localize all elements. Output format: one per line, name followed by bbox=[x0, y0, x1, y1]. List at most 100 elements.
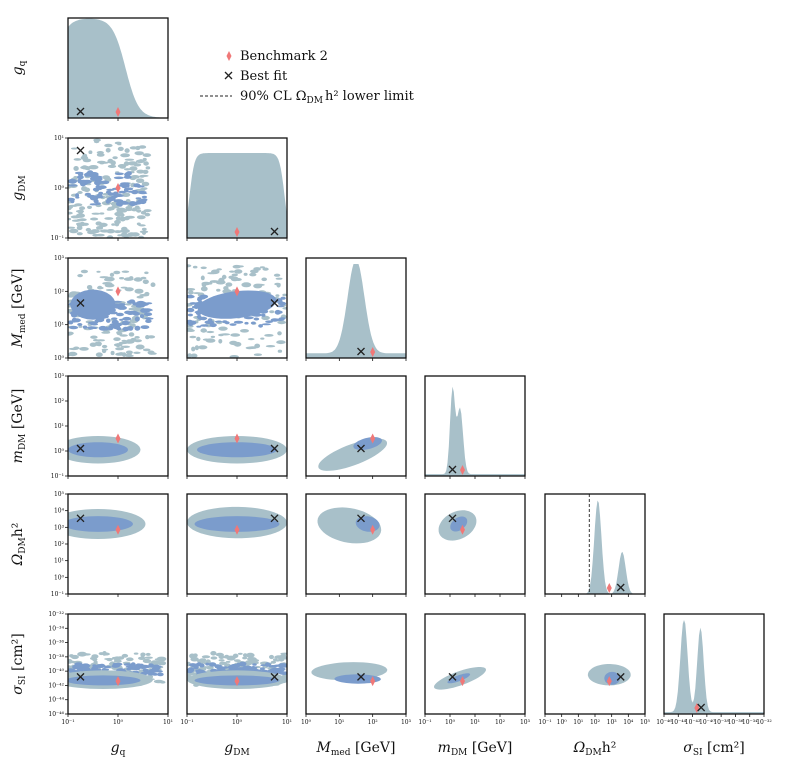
y-tick-label: 10³ bbox=[54, 255, 65, 262]
hatch-outer bbox=[215, 280, 226, 285]
ylabel-Omega: ΩDMh² bbox=[10, 523, 28, 567]
ylabel-gq: gq bbox=[10, 60, 28, 75]
panel-body bbox=[664, 620, 764, 714]
best-fit-stroke bbox=[616, 672, 625, 681]
hatch-inner bbox=[229, 668, 236, 671]
hatch-outer bbox=[68, 211, 73, 215]
y-tick-label: 10² bbox=[54, 541, 65, 548]
hatch-outer bbox=[253, 283, 263, 289]
hatch-outer bbox=[136, 222, 141, 226]
hatch-inner bbox=[197, 316, 208, 321]
hatch-outer bbox=[147, 335, 156, 339]
hatch-outer bbox=[145, 166, 151, 170]
hatch-outer bbox=[207, 272, 217, 275]
hatch-inner bbox=[129, 299, 135, 303]
hatch-outer bbox=[99, 276, 109, 279]
benchmark-marker bbox=[460, 465, 465, 475]
benchmark-marker bbox=[460, 676, 465, 687]
hatch-outer bbox=[187, 264, 192, 268]
hatch-outer bbox=[129, 276, 134, 280]
hatch-inner bbox=[122, 321, 131, 324]
hatch-outer bbox=[147, 350, 155, 355]
hatch-outer bbox=[125, 303, 132, 306]
hatch-inner bbox=[252, 663, 257, 666]
best-fit-marker bbox=[76, 672, 85, 681]
benchmark-marker bbox=[234, 227, 240, 237]
hatch-outer bbox=[129, 166, 138, 171]
hatch-outer bbox=[218, 654, 225, 660]
hatch-inner bbox=[134, 325, 141, 331]
panel-mDM bbox=[424, 375, 526, 479]
hatch-outer bbox=[134, 288, 144, 294]
panel-body bbox=[187, 153, 287, 238]
hatch-inner bbox=[95, 664, 106, 668]
hatch-outer bbox=[70, 654, 79, 660]
hatch-outer bbox=[92, 657, 98, 662]
panel-gDM bbox=[186, 137, 288, 241]
best-fit-marker bbox=[76, 444, 85, 453]
best-fit-marker bbox=[448, 672, 457, 681]
panel-Mmed bbox=[305, 257, 407, 361]
hatch-inner bbox=[75, 196, 80, 199]
hatch-inner bbox=[187, 669, 194, 674]
best-fit-stroke bbox=[697, 703, 706, 712]
hatch-inner bbox=[68, 320, 74, 325]
hatch-inner bbox=[140, 325, 150, 329]
xlabel-Mmed: Mmed [GeV] bbox=[316, 740, 396, 758]
hatch-outer bbox=[143, 161, 149, 166]
contour-inner bbox=[447, 673, 471, 684]
hatch-outer bbox=[117, 143, 122, 146]
best-fit-stroke bbox=[357, 347, 365, 356]
hatch-outer bbox=[142, 658, 152, 664]
hatch-inner bbox=[123, 187, 129, 193]
best-fit-marker bbox=[616, 583, 625, 592]
panel-frame bbox=[544, 613, 646, 715]
hatch-inner bbox=[224, 321, 230, 325]
hatch-outer bbox=[140, 652, 146, 658]
contour-inner bbox=[70, 289, 116, 320]
ylabel-mDM: mDM [GeV] bbox=[10, 389, 28, 464]
hatch-inner bbox=[196, 325, 202, 328]
hatch-outer bbox=[96, 153, 105, 157]
hatch-outer bbox=[80, 269, 88, 274]
hatch-outer bbox=[88, 150, 93, 154]
contour-inner bbox=[197, 442, 277, 458]
hatch-outer bbox=[138, 145, 147, 149]
y-tick-label: 10² bbox=[54, 398, 65, 405]
hatch-inner bbox=[87, 326, 95, 330]
y-tick-label: 10⁻³⁸ bbox=[48, 654, 64, 661]
hatch-inner bbox=[187, 307, 195, 313]
hatch-inner bbox=[144, 317, 154, 320]
panel-frame bbox=[424, 375, 526, 477]
hatch-outer bbox=[132, 207, 141, 210]
panel-body bbox=[587, 664, 631, 687]
best-fit-marker bbox=[270, 299, 279, 307]
y-tick-label: 10² bbox=[54, 288, 65, 295]
hatch-outer bbox=[187, 353, 192, 358]
hatch-outer bbox=[104, 143, 113, 148]
best-fit-stroke bbox=[76, 444, 85, 453]
hatch-inner bbox=[140, 303, 146, 308]
y-tick-label: 10⁻¹ bbox=[51, 473, 64, 480]
panel-body bbox=[434, 667, 486, 690]
hatch-inner bbox=[207, 318, 213, 322]
hatch-outer bbox=[87, 205, 92, 209]
hatch-outer bbox=[232, 341, 240, 346]
hatch-inner bbox=[189, 302, 197, 305]
panel-mDM-vs-gDM bbox=[186, 375, 288, 479]
hatch-outer bbox=[153, 679, 164, 684]
hatch-outer bbox=[240, 329, 249, 333]
hatch-inner bbox=[209, 323, 217, 328]
hatch-inner bbox=[205, 662, 210, 666]
hatch-outer bbox=[93, 339, 99, 342]
hatch-outer bbox=[125, 350, 133, 355]
hatch-inner bbox=[126, 667, 131, 671]
hatch-inner bbox=[199, 663, 205, 668]
hatch-outer bbox=[232, 264, 241, 269]
hatch-outer bbox=[68, 353, 72, 357]
hatch-outer bbox=[247, 338, 255, 341]
density-gDM bbox=[187, 153, 287, 238]
panel-body bbox=[187, 506, 287, 539]
hatch-inner bbox=[114, 172, 124, 176]
y-tick-label: 10⁰ bbox=[54, 355, 65, 362]
